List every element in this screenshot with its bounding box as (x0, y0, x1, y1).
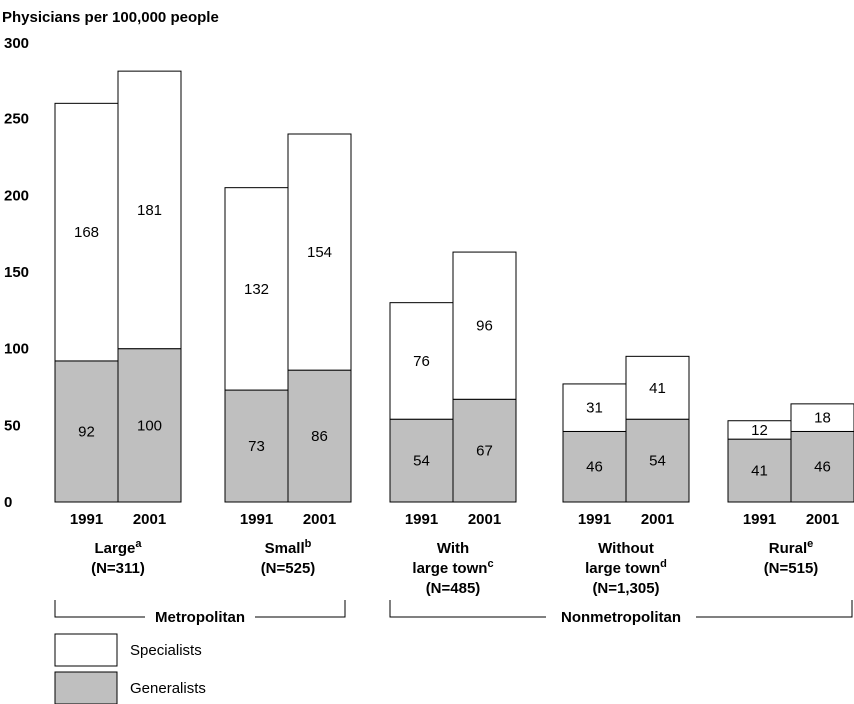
bar-specialists (790, 403, 854, 432)
group-label: Without (598, 540, 654, 557)
value-label-specialists: 168 (74, 224, 99, 241)
year-label: 2001 (641, 511, 674, 528)
group-label: With (437, 540, 469, 557)
bar-specialists (389, 302, 454, 420)
value-label-specialists: 96 (476, 318, 493, 335)
bracket-line-right (696, 600, 853, 618)
value-label-specialists: 181 (137, 202, 162, 219)
bar-specialists (452, 251, 517, 400)
group-label: Rurale (769, 538, 813, 557)
y-tick-label: 200 (4, 187, 29, 204)
value-label-generalists: 67 (476, 443, 493, 460)
group-label: Smallb (265, 538, 312, 557)
bar-specialists (54, 102, 119, 362)
bar-generalists (452, 398, 517, 503)
group-label: Largea (95, 538, 143, 557)
bar-generalists (562, 430, 627, 503)
group-label-superscript: a (135, 538, 142, 550)
value-label-specialists: 76 (413, 353, 430, 370)
y-tick-label: 50 (4, 417, 21, 434)
bar-specialists (117, 70, 182, 350)
year-label: 1991 (743, 511, 776, 528)
bar-generalists (389, 418, 454, 503)
bar-generalists (287, 369, 352, 503)
value-label-generalists: 86 (311, 428, 328, 445)
legend-label: Generalists (130, 680, 206, 697)
labels-layer: 92 168 1991 100 181 2001 Largea (N=311) 73 132 199… (70, 202, 839, 597)
bar-specialists (562, 383, 627, 432)
value-label-specialists: 31 (586, 400, 603, 417)
bars-layer (54, 70, 854, 503)
value-label-generalists: 73 (248, 438, 265, 455)
value-label-specialists: 41 (649, 380, 666, 397)
year-label: 1991 (70, 511, 103, 528)
y-tick-label: 250 (4, 111, 29, 128)
bar-generalists (727, 438, 792, 503)
value-label-specialists: 12 (751, 422, 768, 439)
y-tick-label: 150 (4, 264, 29, 281)
value-label-specialists: 132 (244, 281, 269, 298)
value-label-generalists: 100 (137, 417, 162, 434)
legend-swatch (54, 671, 118, 704)
year-label: 2001 (303, 511, 336, 528)
bar-generalists (790, 430, 854, 503)
y-tick-label: 300 (4, 35, 29, 52)
year-label: 2001 (806, 511, 839, 528)
bar-generalists (54, 360, 119, 503)
legend: Specialists Generalists (54, 633, 206, 704)
y-axis-label: Physicians per 100,000 people (2, 9, 219, 26)
bracket-line-left (389, 600, 546, 618)
value-label-specialists: 18 (814, 410, 831, 427)
value-label-generalists: 92 (78, 423, 95, 440)
bracket-label: Metropolitan (155, 609, 245, 626)
bar-generalists (224, 389, 289, 503)
value-label-generalists: 46 (814, 459, 831, 476)
value-label-generalists: 54 (413, 453, 430, 470)
brackets-layer: Metropolitan Nonmetropolitan (54, 600, 853, 626)
legend-label: Specialists (130, 642, 202, 659)
value-label-generalists: 41 (751, 463, 768, 480)
group-label: large townc (412, 558, 493, 577)
y-tick-label: 0 (4, 494, 12, 511)
group-label-superscript: b (305, 538, 312, 550)
value-label-generalists: 54 (649, 453, 666, 470)
value-label-generalists: 46 (586, 459, 603, 476)
legend-swatch (54, 633, 118, 667)
year-label: 1991 (578, 511, 611, 528)
bar-specialists (287, 133, 352, 371)
group-sample-size: (N=525) (261, 560, 316, 577)
value-label-specialists: 154 (307, 244, 332, 261)
group-label-superscript: e (807, 538, 813, 550)
group-label-superscript: d (660, 558, 667, 570)
group-label: large townd (585, 558, 667, 577)
y-tick-label: 100 (4, 341, 29, 358)
year-label: 2001 (468, 511, 501, 528)
bracket-label: Nonmetropolitan (561, 609, 681, 626)
y-axis: 0 50 100 150 200 250 300 (4, 35, 29, 511)
group-sample-size: (N=1,305) (592, 580, 659, 597)
year-label: 1991 (240, 511, 273, 528)
bar-generalists (625, 418, 690, 503)
year-label: 2001 (133, 511, 166, 528)
year-label: 1991 (405, 511, 438, 528)
bracket-line-right (255, 600, 346, 618)
group-label-superscript: c (487, 558, 493, 570)
bar-specialists (625, 355, 690, 420)
group-sample-size: (N=515) (764, 560, 819, 577)
group-sample-size: (N=311) (91, 560, 145, 577)
bracket-line-left (54, 600, 145, 618)
bar-specialists (224, 187, 289, 391)
group-sample-size: (N=485) (426, 580, 481, 597)
